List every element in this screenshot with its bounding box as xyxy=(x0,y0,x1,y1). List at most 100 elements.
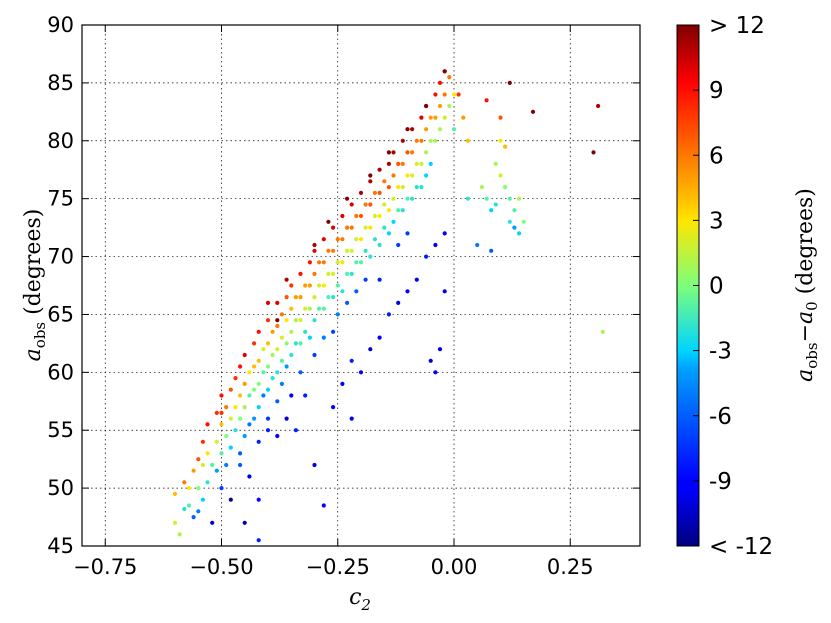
data-point xyxy=(414,138,419,143)
data-point xyxy=(414,185,419,190)
grid-lines xyxy=(82,25,640,546)
data-point xyxy=(489,248,494,253)
data-point xyxy=(335,312,340,317)
data-point xyxy=(284,277,289,282)
data-point xyxy=(428,161,433,166)
data-point xyxy=(293,428,298,433)
data-point xyxy=(461,115,466,120)
y-tick-label: 90 xyxy=(47,13,74,37)
colorbar-label-rest: (degrees) xyxy=(793,188,818,301)
data-point xyxy=(591,150,596,155)
data-point xyxy=(219,486,224,491)
colorbar-label-b-sub: 0 xyxy=(803,301,821,311)
data-point xyxy=(265,387,271,392)
data-point xyxy=(345,196,350,201)
data-point xyxy=(321,260,326,265)
data-point xyxy=(200,462,205,468)
data-point xyxy=(345,248,350,253)
data-point xyxy=(242,381,247,386)
data-point xyxy=(354,260,359,265)
data-point xyxy=(437,103,443,109)
data-point xyxy=(275,347,280,352)
data-point xyxy=(224,405,229,410)
data-point xyxy=(428,138,433,143)
data-point xyxy=(507,80,512,85)
data-point xyxy=(437,80,443,85)
data-point xyxy=(428,115,433,120)
data-point xyxy=(289,283,294,288)
data-point xyxy=(386,312,391,317)
data-point xyxy=(498,138,503,143)
x-tick-label: 0.00 xyxy=(431,555,478,579)
data-point xyxy=(228,416,233,421)
data-point xyxy=(456,92,461,97)
data-point xyxy=(233,428,238,433)
data-point xyxy=(349,225,354,230)
data-point xyxy=(275,399,280,404)
colorbar-tick-label: 3 xyxy=(709,208,724,234)
data-point xyxy=(238,451,243,456)
data-point xyxy=(442,69,447,74)
data-point xyxy=(358,190,364,195)
data-point xyxy=(386,185,391,190)
data-point xyxy=(252,341,257,346)
data-point xyxy=(289,329,294,334)
data-point xyxy=(479,185,484,190)
y-tick-label: 65 xyxy=(47,302,74,326)
data-point xyxy=(507,219,512,224)
data-point xyxy=(298,271,303,276)
data-point xyxy=(437,127,443,132)
data-point xyxy=(298,370,303,375)
data-point xyxy=(265,364,271,369)
y-axis-label: aobs (degrees) xyxy=(21,209,49,362)
data-point xyxy=(400,208,405,213)
data-point xyxy=(317,283,322,288)
data-point xyxy=(405,127,410,132)
data-point xyxy=(396,208,401,213)
data-point xyxy=(321,283,326,288)
data-point xyxy=(321,503,326,508)
y-tick-label: 70 xyxy=(47,245,74,269)
data-point xyxy=(298,341,303,346)
data-point xyxy=(386,161,391,166)
data-point xyxy=(331,248,336,253)
data-point xyxy=(238,393,243,398)
data-point xyxy=(358,213,364,219)
data-point xyxy=(331,225,336,230)
data-point xyxy=(372,213,377,219)
data-point xyxy=(265,300,271,305)
data-point xyxy=(363,202,368,207)
scatter-points xyxy=(172,69,605,543)
data-point xyxy=(252,416,257,421)
data-point xyxy=(600,329,605,334)
data-point xyxy=(451,92,457,97)
data-point xyxy=(317,306,322,311)
colorbar-tick-label: -9 xyxy=(709,469,732,495)
data-point xyxy=(182,506,187,512)
data-point xyxy=(205,422,210,427)
data-point xyxy=(498,173,503,178)
data-point xyxy=(386,150,391,155)
data-point xyxy=(424,150,429,155)
data-point xyxy=(247,370,252,375)
data-point xyxy=(219,393,224,398)
data-point xyxy=(377,335,382,340)
data-point xyxy=(186,503,192,508)
data-point xyxy=(484,98,489,103)
data-point xyxy=(326,271,331,276)
data-point xyxy=(214,468,219,473)
data-point xyxy=(279,358,284,363)
data-point xyxy=(256,381,261,386)
data-point xyxy=(284,295,289,300)
data-point xyxy=(396,185,401,190)
y-tick-label: 75 xyxy=(47,187,74,211)
data-point xyxy=(219,451,224,456)
data-point xyxy=(433,92,438,97)
y-tick-label: 85 xyxy=(47,71,74,95)
x-axis-label-sub: 2 xyxy=(360,596,371,614)
data-point xyxy=(489,208,494,213)
data-point xyxy=(354,237,359,242)
data-point xyxy=(405,289,410,294)
data-point xyxy=(284,341,289,346)
data-point xyxy=(224,433,229,439)
